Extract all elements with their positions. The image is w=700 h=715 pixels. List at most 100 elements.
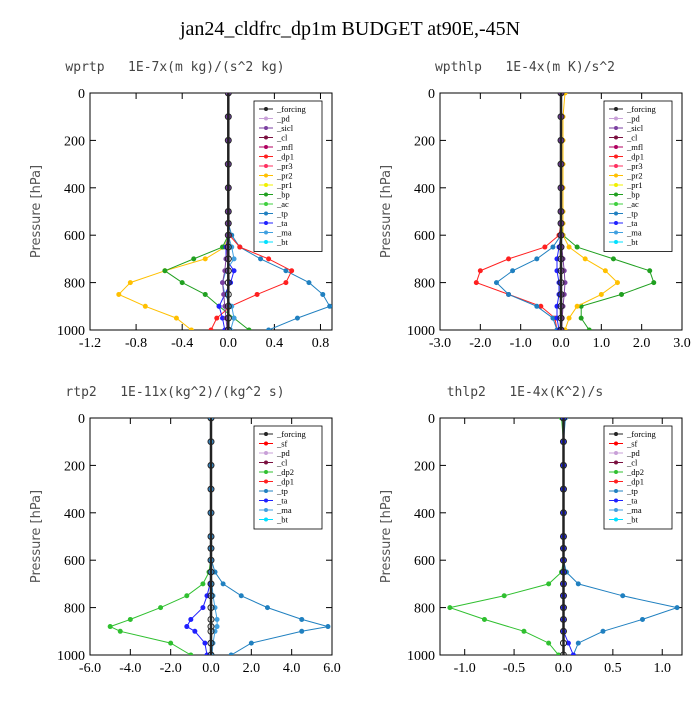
legend-marker (264, 192, 268, 197)
data-point (207, 615, 215, 623)
data-point (542, 244, 548, 250)
chart-thlp2: -1.0 -0.5 0.0 0.5 1.0 0 200 400 600 800 1000 Pressu… (379, 412, 683, 676)
legend-label: _bp (276, 190, 290, 200)
legend-label: _tp (276, 209, 288, 219)
legend-marker (614, 230, 618, 235)
data-point (647, 268, 653, 274)
data-point (586, 327, 592, 330)
legend-marker (264, 470, 268, 474)
data-point (447, 605, 453, 611)
data-point (127, 616, 133, 622)
legend-marker (264, 230, 268, 235)
data-point (557, 279, 565, 287)
x-tick-label: -1.0 (454, 661, 476, 676)
data-point (207, 580, 215, 588)
legend-label: _forcing (276, 104, 307, 114)
legend-marker (264, 479, 268, 484)
data-point (481, 616, 487, 622)
y-axis-label: Pressure [hPa] (379, 165, 394, 258)
data-point (224, 290, 232, 298)
data-point (127, 280, 133, 286)
data-point (202, 256, 208, 262)
data-point (266, 256, 272, 262)
data-point (207, 418, 215, 422)
legend-marker (614, 460, 618, 465)
data-point (207, 461, 215, 469)
x-tick-label: 2.0 (243, 661, 261, 676)
legend-label: _tp (626, 486, 638, 496)
legend-label: _pr1 (276, 180, 293, 190)
series-line-dp2 (108, 418, 212, 655)
data-point (224, 208, 232, 215)
legend-marker (614, 479, 618, 484)
legend-label: _forcing (276, 429, 307, 439)
x-tick-label: 6.0 (323, 661, 341, 676)
data-point (639, 616, 645, 622)
data-point (506, 291, 512, 297)
panel-title: rtp2 1E-11x(kg^2)/(kg^2 s) (65, 385, 285, 400)
data-point (179, 280, 185, 286)
data-point (224, 279, 232, 287)
data-point (550, 244, 556, 250)
data-point (559, 568, 567, 576)
legend-label: _dp1 (626, 152, 644, 162)
legend-marker (614, 240, 618, 244)
legend-label: _forcing (626, 429, 657, 439)
legend-marker (264, 240, 268, 244)
series-line-pr2 (117, 93, 229, 330)
data-point (207, 485, 215, 493)
series-line-pr2 (562, 93, 619, 330)
data-point (224, 314, 232, 322)
data-point (559, 438, 567, 446)
data-point (582, 256, 588, 262)
legend-marker (264, 451, 268, 455)
data-point (214, 624, 220, 630)
legend-label: _pr3 (626, 161, 643, 171)
data-point (207, 544, 215, 552)
data-point (117, 628, 123, 634)
series-group (107, 418, 331, 655)
data-point (231, 256, 237, 262)
data-point (283, 280, 289, 286)
data-point (559, 580, 567, 588)
data-point (191, 256, 197, 262)
legend-marker (614, 451, 618, 455)
data-point (557, 267, 565, 275)
x-tick-label: 0.4 (266, 336, 284, 351)
data-point (158, 605, 164, 611)
data-point (610, 256, 616, 262)
y-tick-label: 600 (64, 554, 85, 569)
data-point (207, 556, 215, 564)
legend-marker (614, 154, 618, 159)
data-point (202, 291, 208, 297)
legend-label: _pr3 (276, 161, 293, 171)
data-point (224, 136, 232, 144)
data-point (574, 244, 580, 250)
data-point (557, 314, 565, 322)
data-point (559, 509, 567, 517)
legend-marker (264, 135, 268, 140)
legend-label: _pr2 (626, 171, 643, 181)
x-tick-label: 0.8 (312, 336, 330, 351)
data-point (220, 581, 226, 587)
data-point (207, 604, 215, 612)
data-point (224, 184, 232, 192)
page-title: jan24_cldfrc_dp1m BUDGET at90E,-45N (179, 18, 521, 40)
data-point (602, 268, 608, 274)
legend-label: _bt (626, 515, 639, 525)
chart-wprtp: -1.2 -0.8 -0.4 0.0 0.4 0.8 0 200 400 600 800 1000 Pr… (29, 87, 333, 351)
data-point (231, 315, 237, 321)
y-tick-label: 0 (78, 412, 85, 427)
legend-marker (264, 489, 268, 493)
legend-label: _forcing (626, 104, 657, 114)
y-tick-label: 200 (414, 134, 435, 149)
data-point (299, 628, 305, 634)
data-point (208, 327, 214, 330)
panel-rtp2: rtp2 1E-11x(kg^2)/(kg^2 s) -6.0 -4.0 -2.0 0… (0, 385, 350, 715)
data-point (557, 243, 565, 251)
legend-marker (264, 498, 268, 503)
x-tick-label: -2.0 (160, 661, 182, 676)
data-point (207, 568, 215, 576)
data-point (202, 640, 208, 646)
data-point (207, 627, 215, 635)
